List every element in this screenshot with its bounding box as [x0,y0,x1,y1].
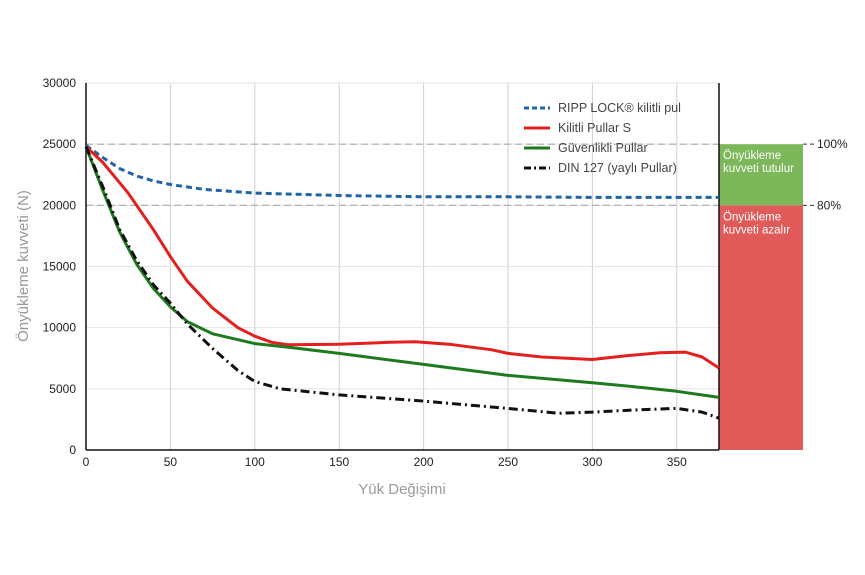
band-label: Önyükleme [723,211,781,223]
x-tick-label: 100 [245,455,265,469]
reference-lines: 100% 80% [86,137,848,212]
reference-label: 80% [817,198,841,212]
x-tick-label: 300 [582,455,602,469]
legend-label: RIPP LOCK® kilitli pul [558,101,681,115]
legend: RIPP LOCK® kilitli pul Kilitli Pullar S Gü… [524,101,681,175]
legend-label: Güvenlikli Pullar [558,141,648,155]
y-axis-title: Önyükleme kuvveti (N) [14,190,32,342]
reference-label: 100% [817,137,848,151]
band-label: Önyükleme [723,150,781,162]
x-axis-title: Yük Değişimi [358,481,446,498]
x-tick-label: 250 [498,455,518,469]
x-tick-label: 150 [329,455,349,469]
y-tick-label: 10000 [43,321,77,335]
band-label: kuvveti tutulur [723,163,794,175]
grid-lines [86,82,719,450]
y-tick-label: 25000 [43,137,77,151]
y-tick-label: 20000 [43,198,77,212]
y-tick-label: 30000 [43,76,77,90]
x-tick-label: 50 [164,455,178,469]
x-tick-label: 350 [667,455,687,469]
axes: 0 50 100 150 200 250 300 350 0 5000 10000 15000 2000… [43,76,720,469]
series-lines [84,144,720,420]
legend-label: DIN 127 (yaylı Pullar) [558,161,677,175]
legend-label: Kilitli Pullar S [558,121,631,135]
y-tick-label: 5000 [49,382,76,396]
preload-band [719,144,803,206]
y-tick-label: 0 [69,443,76,457]
preload-band [719,205,803,450]
series-line [84,146,720,399]
band-label: kuvveti azalır [723,224,790,236]
x-tick-label: 0 [83,455,90,469]
series-line [84,146,720,420]
x-tick-label: 200 [414,455,434,469]
y-tick-label: 15000 [43,260,77,274]
series-line [85,144,719,199]
series-line [84,145,720,370]
